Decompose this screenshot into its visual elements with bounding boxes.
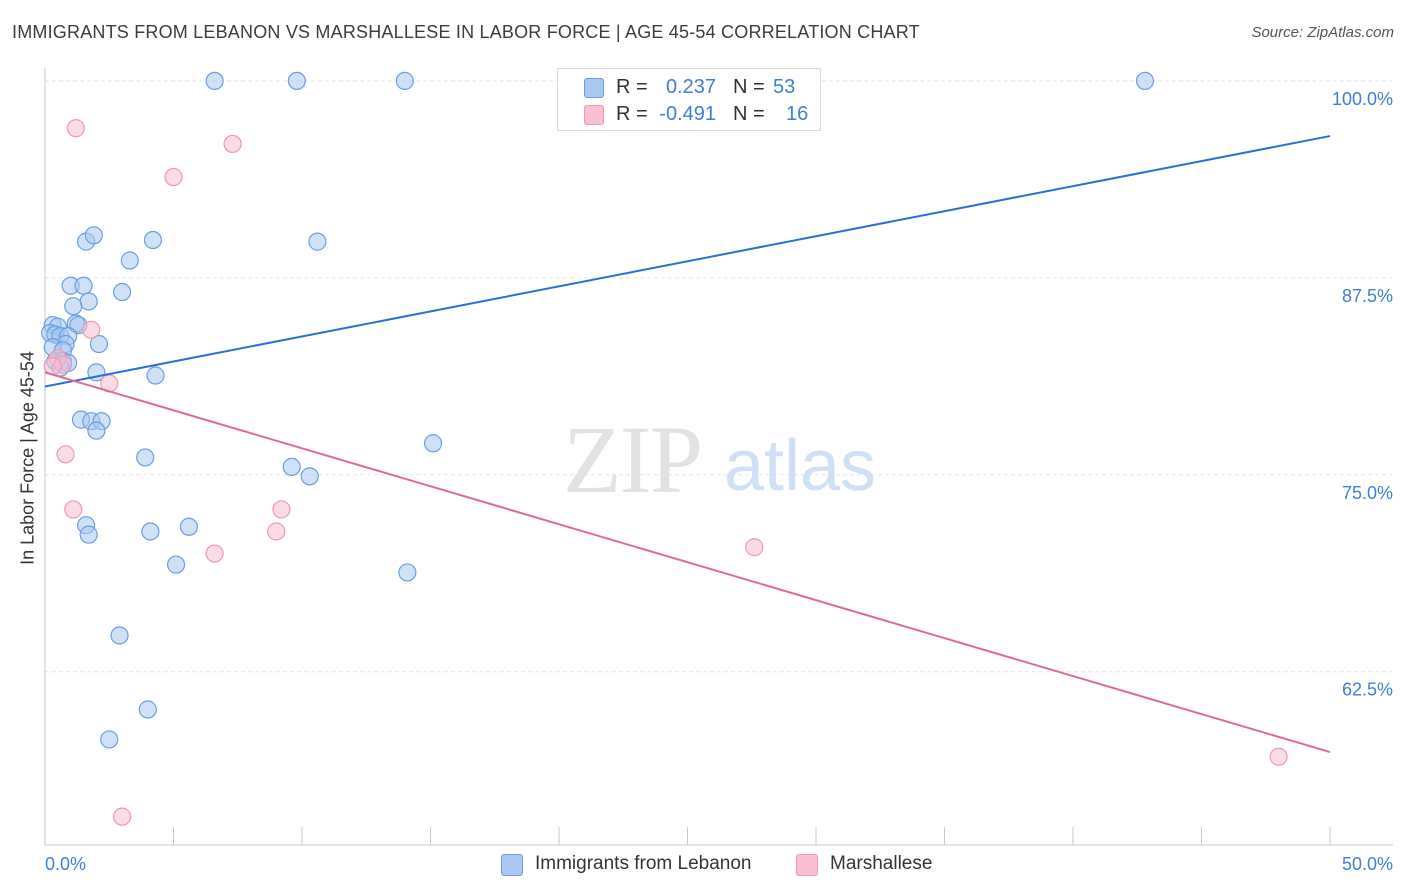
- n-value: 53: [773, 76, 796, 98]
- lebanon-point: [300, 467, 319, 486]
- stats-row-marshallese: R = -0.491 N = 16: [558, 101, 820, 127]
- r-label: R =: [616, 103, 648, 125]
- r-value: -0.491: [659, 103, 716, 125]
- lebanon-point: [74, 276, 93, 295]
- y-tick-label: 100.0%: [1332, 89, 1393, 109]
- chart-title: IMMIGRANTS FROM LEBANON VS MARSHALLESE I…: [12, 22, 920, 42]
- watermark-atlas: atlas: [724, 426, 876, 506]
- legend-label: Immigrants from Lebanon: [535, 853, 752, 874]
- n-label: N =: [733, 76, 765, 98]
- stats-row-lebanon: R = 0.237 N = 53: [558, 74, 820, 100]
- marshallese-point: [64, 500, 83, 519]
- marshallese-point: [223, 134, 242, 154]
- points-layer: [41, 71, 1288, 826]
- y-tick-label: 62.5%: [1342, 680, 1393, 700]
- x-tick-label-max: 50.0%: [1342, 854, 1393, 874]
- marshallese-point: [66, 119, 85, 138]
- lebanon-point: [282, 457, 301, 476]
- marshallese-point: [164, 167, 183, 187]
- lebanon-swatch: [584, 78, 604, 98]
- stats-legend-box: R = 0.237 N = 53 R = -0.491 N = 16: [557, 68, 821, 131]
- marshallese-point: [205, 544, 224, 563]
- legend-swatch-marshallese: [796, 854, 818, 876]
- r-value: 0.237: [665, 76, 716, 98]
- lebanon-point: [146, 366, 165, 385]
- lebanon-point: [79, 525, 98, 544]
- tick-label-layer: 100.0% 87.5% 75.0% 62.5% 0.0% 50.0%: [45, 89, 1393, 874]
- x-tick-label-min: 0.0%: [45, 854, 86, 874]
- grid-layer: [45, 80, 1392, 673]
- lebanon-point: [120, 251, 139, 270]
- marshallese-point: [745, 538, 764, 557]
- n-value: 16: [786, 103, 809, 125]
- lebanon-point: [287, 71, 306, 91]
- y-tick-label: 87.5%: [1342, 286, 1393, 306]
- watermark-zip: ZIP: [563, 406, 701, 513]
- marshallese-trend-line: [44, 371, 1331, 754]
- r-label: R =: [616, 76, 648, 98]
- trend-layer: [44, 135, 1331, 754]
- marshallese-swatch: [584, 105, 604, 125]
- lebanon-point: [1135, 71, 1155, 91]
- lebanon-point: [308, 232, 327, 251]
- legend-label: Marshallese: [830, 853, 933, 874]
- y-axis-label: In Labor Force | Age 45-54: [17, 351, 38, 565]
- lebanon-point: [205, 71, 224, 91]
- legend-swatch-lebanon: [501, 854, 523, 876]
- lebanon-point: [110, 626, 129, 645]
- lebanon-point: [136, 448, 155, 467]
- lebanon-point: [166, 555, 186, 574]
- axis-layer: [44, 68, 1393, 846]
- lebanon-point: [395, 71, 414, 91]
- lebanon-point: [64, 297, 83, 316]
- lebanon-point: [89, 334, 109, 354]
- lebanon-point: [112, 282, 132, 302]
- marshallese-point: [1269, 747, 1288, 766]
- lebanon-point: [100, 730, 119, 749]
- lebanon-point: [423, 434, 443, 453]
- marshallese-point: [112, 807, 132, 826]
- lebanon-trend-line: [44, 135, 1331, 388]
- lebanon-point: [179, 517, 199, 536]
- lebanon-point: [84, 226, 103, 245]
- marshallese-point: [267, 522, 286, 541]
- marshallese-point: [272, 500, 291, 519]
- lebanon-point: [79, 292, 98, 311]
- marshallese-point: [56, 445, 75, 464]
- lebanon-point: [87, 421, 106, 440]
- chart-source: Source: ZipAtlas.com: [1251, 24, 1394, 41]
- y-tick-label: 75.0%: [1342, 483, 1393, 503]
- watermark: ZIP atlas: [563, 406, 876, 513]
- marshallese-point: [82, 320, 101, 339]
- lebanon-point: [141, 522, 160, 541]
- lebanon-point: [398, 563, 417, 582]
- n-label: N =: [733, 103, 765, 125]
- lebanon-point: [138, 700, 157, 719]
- lebanon-point: [143, 230, 163, 250]
